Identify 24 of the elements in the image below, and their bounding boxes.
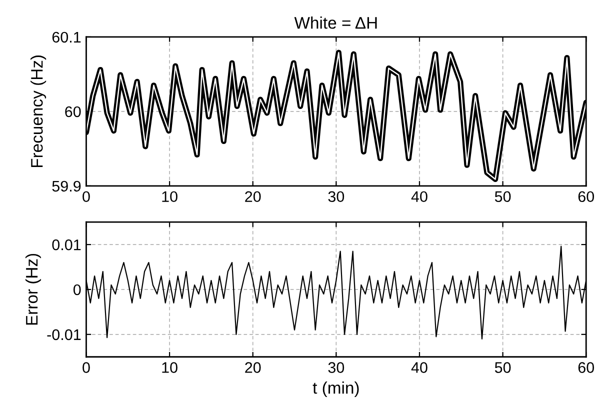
y-tick-label: 0 <box>73 284 81 296</box>
y-tick-label: 0.01 <box>52 239 81 250</box>
y-axis-title: Frecuency (Hz) <box>30 56 46 168</box>
x-tick-label: 40 <box>411 191 428 202</box>
y-axis-title: Error (Hz) <box>25 254 41 325</box>
x-tick-label: 30 <box>328 191 344 202</box>
x-tick-label: 30 <box>328 362 344 373</box>
x-tick-label: 20 <box>245 362 261 373</box>
y-tick-label: 59.9 <box>52 180 81 192</box>
x-tick-label: 0 <box>82 191 90 202</box>
x-tick-label: 50 <box>494 362 511 373</box>
x-tick-label: 0 <box>82 362 90 373</box>
y-tick-label: -0.01 <box>47 329 81 340</box>
x-tick-label: 10 <box>162 362 178 373</box>
x-tick-label: 10 <box>162 191 178 202</box>
x-tick-label: 40 <box>411 362 428 373</box>
x-tick-label: 60 <box>578 362 594 373</box>
chart-title: White = ΔH <box>294 16 377 29</box>
x-axis-title: t (min) <box>312 382 359 398</box>
x-tick-label: 20 <box>245 191 261 202</box>
x-tick-label: 50 <box>494 191 511 202</box>
y-tick-label: 60 <box>65 106 81 118</box>
y-tick-label: 60.1 <box>52 32 81 43</box>
x-tick-label: 60 <box>578 191 594 202</box>
